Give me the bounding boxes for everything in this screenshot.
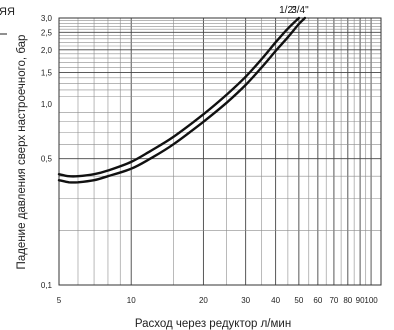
cropped-title-fragment: ЯЯ — [0, 6, 15, 18]
x-tick-label: 80 — [343, 296, 352, 305]
series-line-1 — [57, 16, 301, 178]
x-tick-label: 50 — [294, 296, 303, 305]
y-tick-label: 0,5 — [41, 155, 53, 164]
y-axis-label: Падение давления сверх настроечного, бар — [16, 35, 28, 270]
x-tick-label: 40 — [271, 296, 280, 305]
x-tick-label: 30 — [241, 296, 250, 305]
x-tick-label: 100 — [364, 296, 378, 305]
y-tick-label: 3,0 — [41, 14, 53, 23]
y-tick-label: 2,0 — [41, 46, 53, 55]
series-label-2: 3/4" — [291, 5, 309, 16]
series-line-2 — [57, 16, 307, 184]
series-layer: 1/2"3/4" — [57, 5, 309, 184]
y-tick-label: 0,1 — [41, 281, 53, 290]
x-tick-label: 5 — [57, 296, 62, 305]
x-axis-label: Расход через редуктор л/мин — [135, 318, 291, 330]
grid — [58, 17, 382, 286]
plot-frame — [58, 17, 382, 286]
x-tick-label: 60 — [313, 296, 322, 305]
y-tick-label: 1,0 — [41, 100, 53, 109]
x-tick-label: 70 — [329, 296, 338, 305]
y-tick-label: 2,5 — [41, 28, 53, 37]
tick-labels: 5 10 20 30 40 50 60 70 80 90 100 0,1 0,5 1,0 1,5 2,0 2,5… — [41, 14, 378, 305]
series-label-1: 1/2" — [279, 5, 297, 16]
y-tick-label: 1,5 — [41, 68, 53, 77]
x-tick-label: 20 — [199, 296, 208, 305]
x-tick-label: 90 — [356, 296, 365, 305]
x-tick-label: 10 — [127, 296, 136, 305]
